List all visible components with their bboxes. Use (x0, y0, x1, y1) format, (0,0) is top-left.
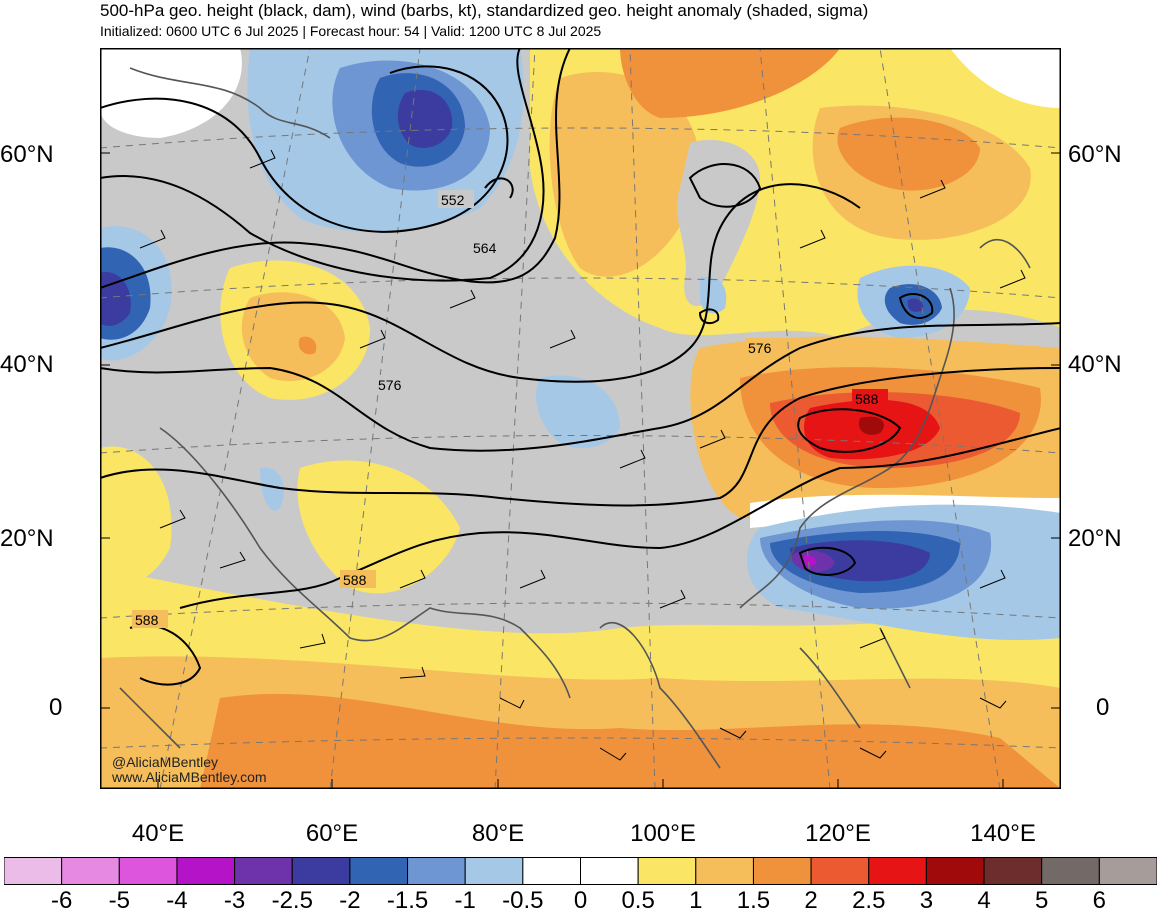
colorbar-label: 6 (1092, 887, 1107, 914)
anomaly-shading (100, 48, 1061, 789)
map-subtitle: Initialized: 0600 UTC 6 Jul 2025 | Forec… (100, 23, 602, 39)
contour-label-564: 564 (473, 240, 497, 256)
lon-label-60e: 60°E (305, 820, 359, 847)
graticule (100, 48, 1061, 789)
colorbar-swatch (118, 857, 178, 885)
colorbar-swatch (4, 857, 63, 885)
colorbar-label: -6 (50, 887, 73, 914)
colorbar-swatch (637, 857, 697, 885)
map-frame (100, 48, 1061, 789)
colorbar-swatch (1098, 857, 1157, 885)
colorbar-swatch (810, 857, 870, 885)
contour-label-588-east: 588 (855, 391, 879, 407)
lat-label-0-right: 0 (1096, 694, 1110, 721)
colorbar-label: -0.5 (502, 887, 544, 914)
colorbar-swatch (695, 857, 754, 885)
colorbar-swatch (752, 857, 812, 885)
colorbar-label: -2 (339, 887, 361, 914)
colorbar-swatch (522, 857, 581, 885)
lat-label-0-left: 0 (49, 694, 63, 721)
colorbar-label: -1.5 (386, 887, 429, 914)
colorbar-label: -1 (454, 887, 476, 914)
colorbar (4, 857, 1157, 885)
colorbar-label: 4 (977, 887, 991, 914)
contour-label-588-west: 588 (135, 612, 159, 628)
map-ticks (100, 152, 1061, 789)
height-contours (100, 48, 1061, 686)
colorbar-swatch (176, 857, 236, 885)
contour-label-588-central: 588 (343, 572, 367, 588)
colorbar-label: 2 (804, 887, 818, 914)
colorbar-label: 0 (573, 887, 588, 914)
lat-label-60n-right: 60°N (1068, 141, 1122, 168)
colorbar-swatch (868, 857, 927, 885)
colorbar-label: 5 (1035, 887, 1049, 914)
colorbar-label: 0.5 (621, 887, 655, 914)
lon-label-140e: 140°E (970, 820, 1036, 847)
lon-label-120e: 120°E (805, 820, 871, 847)
lat-label-40n-right: 40°N (1068, 351, 1122, 378)
colorbar-label: -5 (108, 887, 130, 914)
colorbar-swatch (349, 857, 409, 885)
colorbar-label: 2.5 (852, 887, 886, 914)
lat-label-40n-left: 40°N (0, 351, 54, 378)
wind-barbs (139, 149, 1026, 761)
colorbar-swatch (925, 857, 985, 885)
colorbar-swatch (291, 857, 351, 885)
colorbar-label: -2.5 (271, 887, 313, 914)
colorbar-swatch (580, 857, 639, 885)
contour-labels: 552 564 576 576 588 588 588 (132, 190, 888, 628)
lat-label-60n-left: 60°N (0, 141, 54, 168)
lat-label-20n-right: 20°N (1068, 525, 1122, 552)
map-title: 500-hPa geo. height (black, dam), wind (… (100, 1, 869, 20)
colorbar-label: -4 (166, 887, 188, 914)
colorbar-swatch (983, 857, 1043, 885)
contour-label-576-west: 576 (378, 377, 402, 393)
colorbar-swatch (407, 857, 466, 885)
weather-map: 552 564 576 576 588 588 588 (100, 48, 1061, 789)
lon-label-80e: 80°E (471, 820, 525, 847)
colorbar-label: 3 (919, 887, 934, 914)
contour-label-552: 552 (441, 192, 465, 208)
colorbar-label: 1 (689, 887, 703, 914)
lon-label-40e: 40°E (131, 820, 185, 847)
lon-label-100e: 100°E (630, 820, 696, 847)
colorbar-swatch (234, 857, 293, 885)
lat-label-20n-left: 20°N (0, 525, 54, 552)
colorbar-label: 1.5 (736, 887, 771, 914)
colorbar-swatch (1041, 857, 1100, 885)
contour-label-576-east: 576 (748, 340, 772, 356)
colorbar-swatch (61, 857, 120, 885)
coastlines (119, 67, 1031, 769)
colorbar-label: -3 (223, 887, 246, 914)
watermark-handle: @AliciaMBentley (112, 754, 219, 770)
colorbar-swatch (464, 857, 524, 885)
watermark-site: www.AliciaMBentley.com (112, 769, 267, 785)
